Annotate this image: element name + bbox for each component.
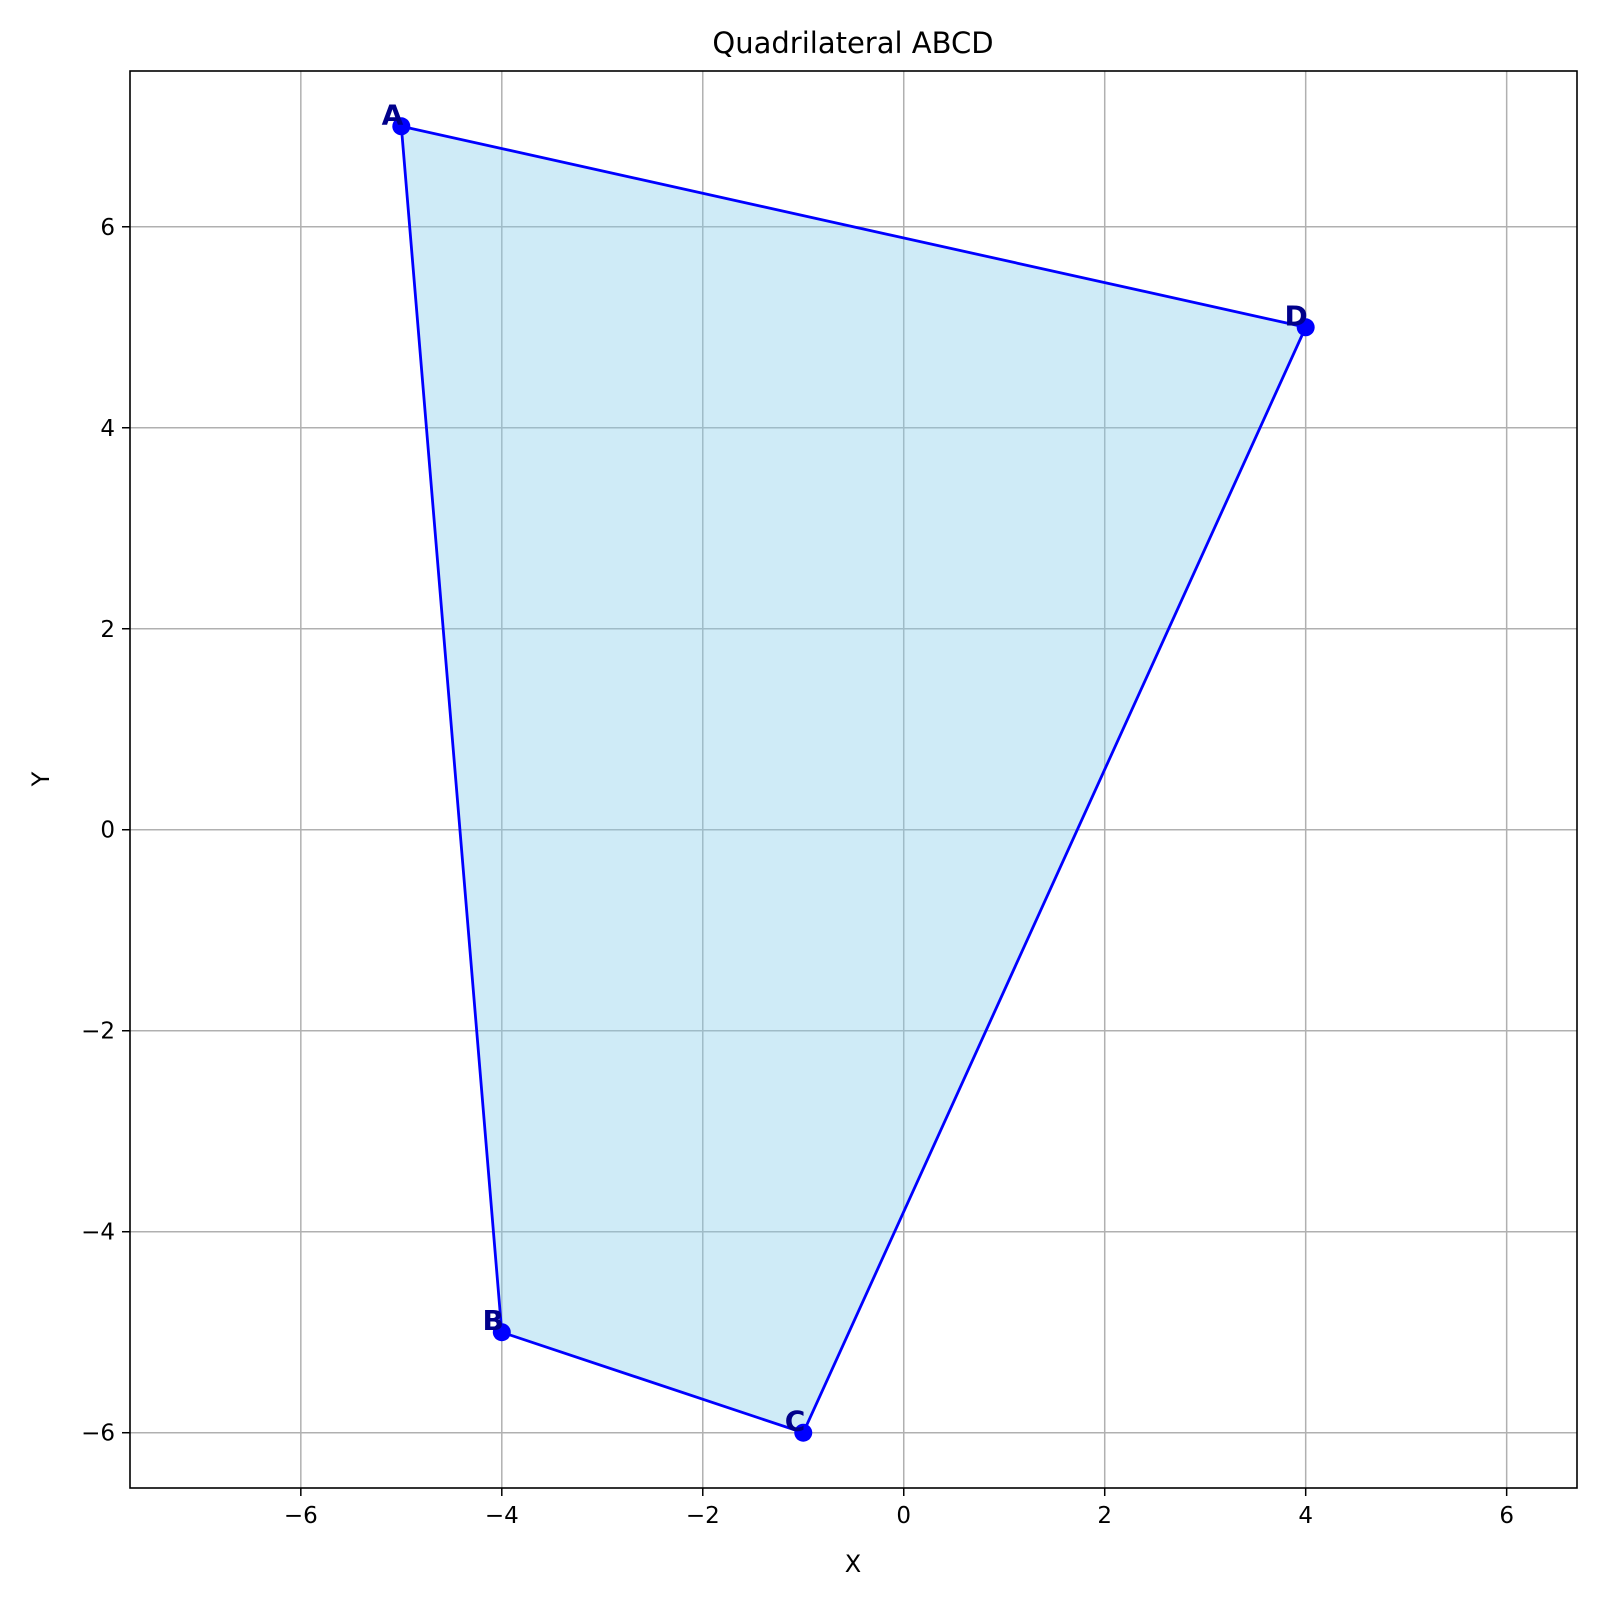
vertex-label-d: D (1284, 299, 1307, 332)
x-tick-label: 0 (896, 1503, 911, 1529)
y-tick-label: 2 (100, 617, 115, 643)
x-tick-label: −2 (686, 1503, 720, 1529)
y-tick-label: 6 (100, 215, 115, 241)
vertex-markers (392, 117, 1315, 1442)
y-tick-label: −2 (81, 1019, 115, 1045)
vertex-label-c: C (785, 1405, 806, 1438)
y-tick-label: 4 (100, 416, 115, 442)
vertex-marker-c (794, 1423, 813, 1442)
chart-title: Quadrilateral ABCD (712, 26, 993, 60)
x-axis-ticks: −6 −4 −2 0 2 4 6 (284, 1488, 1514, 1529)
vertex-marker-b (492, 1323, 511, 1342)
vertex-label-b: B (482, 1304, 503, 1337)
x-axis-label: X (845, 1550, 861, 1578)
polygon-layer (399, 124, 1308, 1435)
x-tick-label: 2 (1097, 1503, 1112, 1529)
vertex-labels: A B C D (382, 98, 1308, 1437)
vertex-marker-a (392, 117, 411, 136)
axes-frame (129, 70, 1578, 1489)
y-tick-label: −6 (81, 1421, 115, 1447)
vertex-marker-d (1296, 318, 1315, 337)
vertex-label-a: A (382, 98, 404, 131)
y-tick-label: −4 (81, 1220, 115, 1246)
y-axis-ticks: −6 −4 −2 0 2 4 6 (81, 215, 130, 1447)
x-tick-label: 6 (1499, 1503, 1514, 1529)
y-tick-label: 0 (100, 818, 115, 844)
x-tick-label: 4 (1298, 1503, 1313, 1529)
y-axis-label: Y (27, 771, 55, 787)
quadrilateral-polygon (399, 124, 1308, 1435)
x-tick-label: −6 (284, 1503, 318, 1529)
x-tick-label: −4 (485, 1503, 519, 1529)
